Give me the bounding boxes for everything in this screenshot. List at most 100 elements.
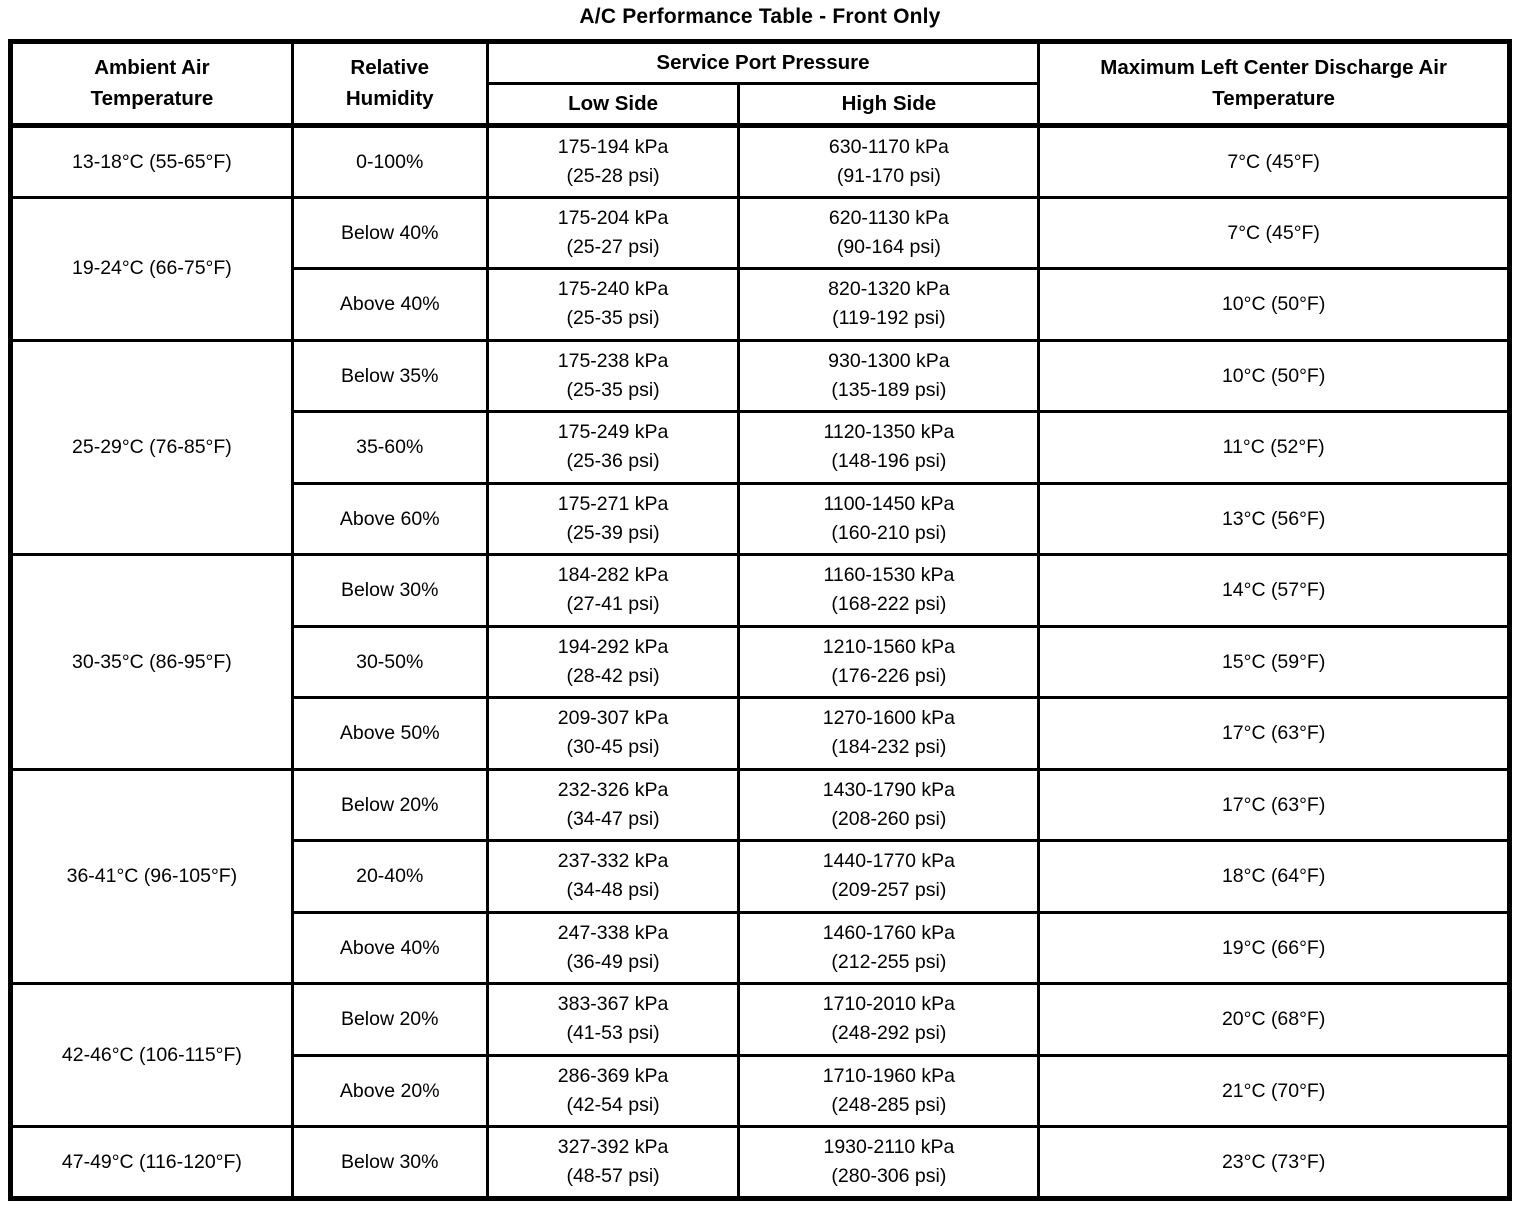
high-side-cell: 820-1320 kPa (119-192 psi) [737, 267, 1041, 342]
high-side-cell: 1930-2110 kPa (280-306 psi) [737, 1125, 1041, 1200]
pressure-kpa: 175-249 kPa [557, 421, 669, 444]
discharge-cell: 13°C (56°F) [1037, 481, 1511, 556]
pressure-kpa: 184-282 kPa [557, 564, 669, 587]
pressure-kpa: 175-204 kPa [557, 206, 669, 229]
humidity-cell: 20-40% [290, 839, 489, 914]
pressure-kpa: 209-307 kPa [557, 707, 669, 730]
pressure-psi: (34-48 psi) [566, 879, 660, 902]
low-side-cell: 327-392 kPa (48-57 psi) [485, 1125, 741, 1200]
header-line: Humidity [345, 86, 434, 110]
header-line: Relative [350, 56, 430, 80]
humidity-cell: Below 20% [290, 982, 489, 1057]
low-side-cell: 247-338 kPa (36-49 psi) [485, 910, 741, 985]
discharge-cell: 14°C (57°F) [1037, 553, 1511, 628]
high-side-cell: 1440-1770 kPa (209-257 psi) [737, 839, 1041, 914]
discharge-cell: 17°C (63°F) [1037, 696, 1511, 771]
low-side-cell: 286-369 kPa (42-54 psi) [485, 1053, 741, 1128]
pressure-psi: (209-257 psi) [831, 879, 947, 902]
table-row: Above 40% 247-338 kPa (36-49 psi) 1460-1… [11, 910, 1511, 985]
pressure-kpa: 1270-1600 kPa [822, 707, 956, 730]
discharge-cell: 20°C (68°F) [1037, 982, 1511, 1057]
discharge-cell: 10°C (50°F) [1037, 267, 1511, 342]
ambient-cell: 25-29°C (76-85°F) [9, 338, 294, 556]
header-low-side: Low Side [485, 82, 741, 128]
high-side-cell: 1210-1560 kPa (176-226 psi) [737, 624, 1041, 699]
pressure-psi: (135-189 psi) [831, 378, 947, 401]
high-side-cell: 630-1170 kPa (91-170 psi) [737, 124, 1041, 199]
pressure-psi: (208-260 psi) [831, 807, 947, 830]
low-side-cell: 175-194 kPa (25-28 psi) [485, 124, 741, 199]
table-row: 30-50% 194-292 kPa (28-42 psi) 1210-1560… [11, 624, 1511, 699]
high-side-cell: 930-1300 kPa (135-189 psi) [737, 338, 1041, 413]
humidity-cell: 35-60% [290, 410, 489, 485]
header-line: Temperature [90, 86, 214, 110]
pressure-psi: (27-41 psi) [566, 593, 660, 616]
pressure-kpa: 1930-2110 kPa [823, 1135, 955, 1158]
pressure-kpa: 1430-1790 kPa [822, 778, 956, 801]
low-side-cell: 175-204 kPa (25-27 psi) [485, 195, 741, 270]
high-side-cell: 620-1130 kPa (90-164 psi) [737, 195, 1041, 270]
humidity-cell: Above 20% [290, 1053, 489, 1128]
humidity-cell: Below 30% [290, 1125, 489, 1200]
high-side-cell: 1120-1350 kPa (148-196 psi) [737, 410, 1041, 485]
pressure-psi: (160-210 psi) [831, 521, 947, 544]
page-title: A/C Performance Table - Front Only [579, 5, 941, 28]
table-row: Above 60% 175-271 kPa (25-39 psi) 1100-1… [11, 481, 1511, 556]
table-row: 42-46°C (106-115°F) Below 20% 383-367 kP… [9, 982, 1511, 1128]
ambient-cell: 47-49°C (116-120°F) [9, 1125, 294, 1200]
humidity-cell: Below 30% [290, 553, 489, 628]
high-side-cell: 1100-1450 kPa (160-210 psi) [737, 481, 1041, 556]
table-row: Above 40% 175-240 kPa (25-35 psi) 820-13… [11, 267, 1511, 342]
low-side-cell: 175-249 kPa (25-36 psi) [485, 410, 741, 485]
pressure-psi: (48-57 psi) [566, 1164, 660, 1187]
low-side-cell: 383-367 kPa (41-53 psi) [485, 982, 741, 1057]
ambient-cell: 19-24°C (66-75°F) [9, 195, 294, 342]
ambient-cell: 42-46°C (106-115°F) [9, 982, 294, 1128]
low-side-cell: 175-271 kPa (25-39 psi) [485, 481, 741, 556]
humidity-cell: Above 60% [290, 481, 489, 556]
pressure-kpa: 930-1300 kPa [828, 349, 950, 372]
low-side-cell: 237-332 kPa (34-48 psi) [485, 839, 741, 914]
header-max-discharge-temperature: Maximum Left Center Discharge Air Temper… [1037, 40, 1511, 128]
low-side-cell: 175-240 kPa (25-35 psi) [485, 267, 741, 342]
high-side-cell: 1430-1790 kPa (208-260 psi) [737, 767, 1041, 842]
header-ambient-air-temperature: Ambient Air Temperature [9, 40, 294, 128]
header-row-top: Ambient Air Temperature Relative Humidit… [9, 40, 1511, 128]
high-side-cell: 1710-1960 kPa (248-285 psi) [737, 1053, 1041, 1128]
header-line: Maximum Left Center Discharge Air [1100, 56, 1447, 80]
pressure-kpa: 1440-1770 kPa [822, 850, 956, 873]
pressure-kpa: 247-338 kPa [557, 921, 669, 944]
discharge-cell: 15°C (59°F) [1037, 624, 1511, 699]
pressure-psi: (119-192 psi) [832, 307, 946, 330]
pressure-psi: (91-170 psi) [836, 164, 941, 187]
pressure-psi: (25-27 psi) [566, 235, 660, 258]
header-high-side: High Side [737, 82, 1041, 128]
pressure-kpa: 1100-1450 kPa [823, 492, 955, 515]
table-row: 25-29°C (76-85°F) Below 35% 175-238 kPa … [9, 338, 1511, 556]
ambient-cell: 36-41°C (96-105°F) [9, 767, 294, 985]
pressure-psi: (148-196 psi) [831, 450, 947, 473]
pressure-psi: (280-306 psi) [831, 1164, 947, 1187]
pressure-kpa: 175-240 kPa [557, 278, 669, 301]
humidity-cell: Above 40% [290, 910, 489, 985]
discharge-cell: 17°C (63°F) [1037, 767, 1511, 842]
pressure-psi: (248-292 psi) [831, 1022, 947, 1045]
pressure-kpa: 286-369 kPa [557, 1064, 669, 1087]
high-side-cell: 1160-1530 kPa (168-222 psi) [737, 553, 1041, 628]
low-side-cell: 175-238 kPa (25-35 psi) [485, 338, 741, 413]
header-line: Ambient Air [94, 56, 210, 80]
pressure-kpa: 1210-1560 kPa [822, 635, 956, 658]
low-side-cell: 209-307 kPa (30-45 psi) [485, 696, 741, 771]
discharge-cell: 11°C (52°F) [1037, 410, 1511, 485]
ac-performance-table: Ambient Air Temperature Relative Humidit… [8, 39, 1512, 1201]
header-row-sub: Low Side High Side [11, 82, 1510, 128]
table-row: 30-35°C (86-95°F) Below 30% 184-282 kPa … [9, 553, 1511, 771]
pressure-psi: (36-49 psi) [566, 950, 660, 973]
low-side-cell: 194-292 kPa (28-42 psi) [485, 624, 741, 699]
pressure-kpa: 820-1320 kPa [828, 278, 950, 301]
pressure-psi: (34-47 psi) [566, 807, 660, 830]
pressure-kpa: 383-367 kPa [557, 993, 669, 1016]
pressure-kpa: 1120-1350 kPa [823, 421, 955, 444]
humidity-cell: Above 50% [290, 696, 489, 771]
